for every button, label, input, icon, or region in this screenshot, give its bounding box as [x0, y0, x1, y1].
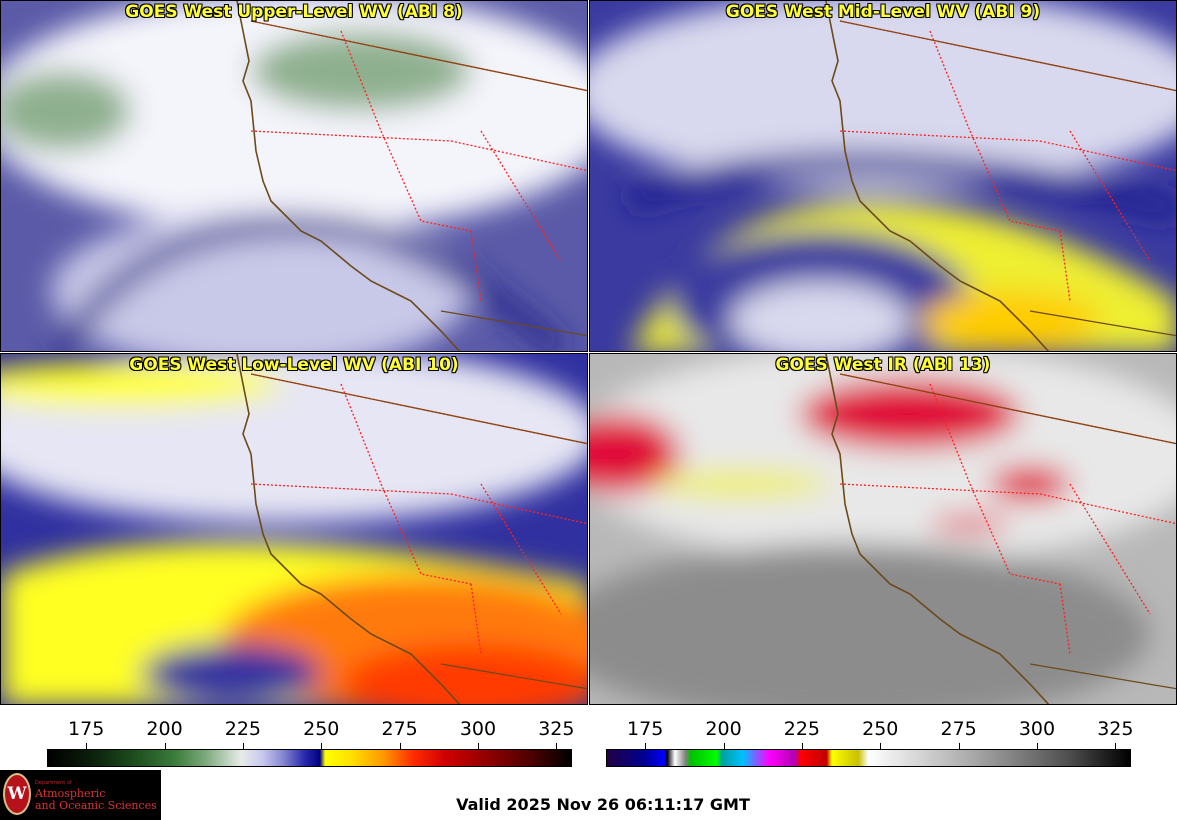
- state-border: [340, 30, 382, 132]
- upper-level-wv-image: [1, 1, 587, 351]
- state-border: [380, 483, 472, 585]
- ir-colorbar-tick-200: 200: [705, 718, 742, 740]
- ir-colorbar-tickmark: [958, 743, 960, 749]
- state-border: [839, 130, 1041, 142]
- state-border: [1039, 140, 1176, 172]
- wv-colorbar-tick-250: 250: [303, 718, 340, 740]
- wv-colorbar-tick-175: 175: [68, 718, 105, 740]
- state-border: [929, 30, 971, 132]
- state-border: [250, 483, 452, 495]
- state-border: [929, 383, 971, 485]
- state-border: [380, 130, 472, 232]
- mexico-border: [1029, 310, 1176, 337]
- ir-colorbar-tickmark: [1036, 743, 1038, 749]
- coastline: [236, 1, 461, 351]
- wv-colorbar-tickmark: [399, 743, 401, 749]
- state-border: [839, 483, 1041, 495]
- ir-colorbar-tickmark: [1115, 743, 1117, 749]
- wv-colorbar-gradient: [47, 749, 572, 767]
- ir-colorbar-tick-325: 325: [1097, 718, 1134, 740]
- wv-colorbar-tick-275: 275: [381, 718, 418, 740]
- state-border: [450, 493, 587, 525]
- state-border: [450, 140, 587, 172]
- wv-colorbar-tickmark: [556, 743, 558, 749]
- wv-colorbar-tick-325: 325: [538, 718, 575, 740]
- logo-line-1: Atmospheric: [35, 787, 106, 800]
- ir-colorbar-tickmark: [645, 743, 647, 749]
- mexico-border: [440, 663, 587, 690]
- wv-colorbar-tick-225: 225: [224, 718, 262, 740]
- coastline: [825, 354, 1050, 704]
- mid-level-wv-image: [590, 1, 1176, 351]
- mexico-border: [1029, 663, 1176, 690]
- uw-crest-icon: W: [3, 773, 31, 815]
- national-border: [250, 373, 587, 445]
- wv-colorbar-tick-200: 200: [146, 718, 183, 740]
- state-border: [480, 130, 562, 262]
- coastline: [825, 1, 1050, 351]
- wv-colorbar-tickmark: [321, 743, 323, 749]
- wv-colorbar-tickmark: [477, 743, 479, 749]
- ir-colorbar-tickmark: [880, 743, 882, 749]
- coastline: [236, 354, 461, 704]
- panel-title: GOES West Mid-Level WV (ABI 9): [725, 2, 1041, 22]
- state-border: [340, 383, 382, 485]
- panel-low-level-wv: GOES West Low-Level WV (ABI 10): [0, 353, 588, 705]
- ir-colorbar-tickmark: [801, 743, 803, 749]
- national-border: [250, 20, 587, 92]
- state-border: [1069, 483, 1151, 615]
- ir-colorbar-tick-175: 175: [627, 718, 664, 740]
- wv-colorbar: 175 200 225 250 275 300 325: [47, 718, 575, 768]
- ir-colorbar-tick-275: 275: [940, 718, 977, 740]
- state-border: [250, 130, 452, 142]
- state-border: [1039, 493, 1176, 525]
- ir-colorbar-tick-250: 250: [862, 718, 899, 740]
- ir-image: [590, 354, 1176, 704]
- panel-title: GOES West IR (ABI 13): [775, 355, 991, 375]
- panel-ir: GOES West IR (ABI 13): [589, 353, 1177, 705]
- aos-logo: W Department of Atmospheric and Oceanic …: [0, 770, 161, 820]
- mexico-border: [440, 310, 587, 337]
- ir-colorbar-tick-225: 225: [783, 718, 821, 740]
- low-level-wv-image: [1, 354, 587, 704]
- wv-colorbar-tickmark: [164, 743, 166, 749]
- wv-colorbar-tickmark: [242, 743, 244, 749]
- panel-upper-level-wv: GOES West Upper-Level WV (ABI 8): [0, 0, 588, 352]
- state-border: [480, 483, 562, 615]
- panel-mid-level-wv: GOES West Mid-Level WV (ABI 9): [589, 0, 1177, 352]
- state-border: [969, 130, 1061, 232]
- panel-title: GOES West Upper-Level WV (ABI 8): [125, 2, 463, 22]
- state-border: [969, 483, 1061, 585]
- ir-colorbar-gradient: [606, 749, 1131, 767]
- ir-colorbar-tickmark: [723, 743, 725, 749]
- wv-colorbar-tickmark: [86, 743, 88, 749]
- national-border: [839, 20, 1176, 92]
- ir-colorbar-ticks: 175 200 225 250 275 300 325: [606, 718, 1134, 740]
- panel-title: GOES West Low-Level WV (ABI 10): [129, 355, 459, 375]
- valid-time: Valid 2025 Nov 26 06:11:17 GMT: [456, 795, 750, 814]
- logo-line-2: and Oceanic Sciences: [35, 799, 157, 812]
- state-border: [1069, 130, 1151, 262]
- logo-department: Department of: [35, 780, 72, 786]
- national-border: [839, 373, 1176, 445]
- ir-colorbar-tick-300: 300: [1018, 718, 1056, 740]
- ir-colorbar: 175 200 225 250 275 300 325: [606, 718, 1134, 768]
- wv-colorbar-ticks: 175 200 225 250 275 300 325: [47, 718, 575, 740]
- wv-colorbar-tick-300: 300: [459, 718, 497, 740]
